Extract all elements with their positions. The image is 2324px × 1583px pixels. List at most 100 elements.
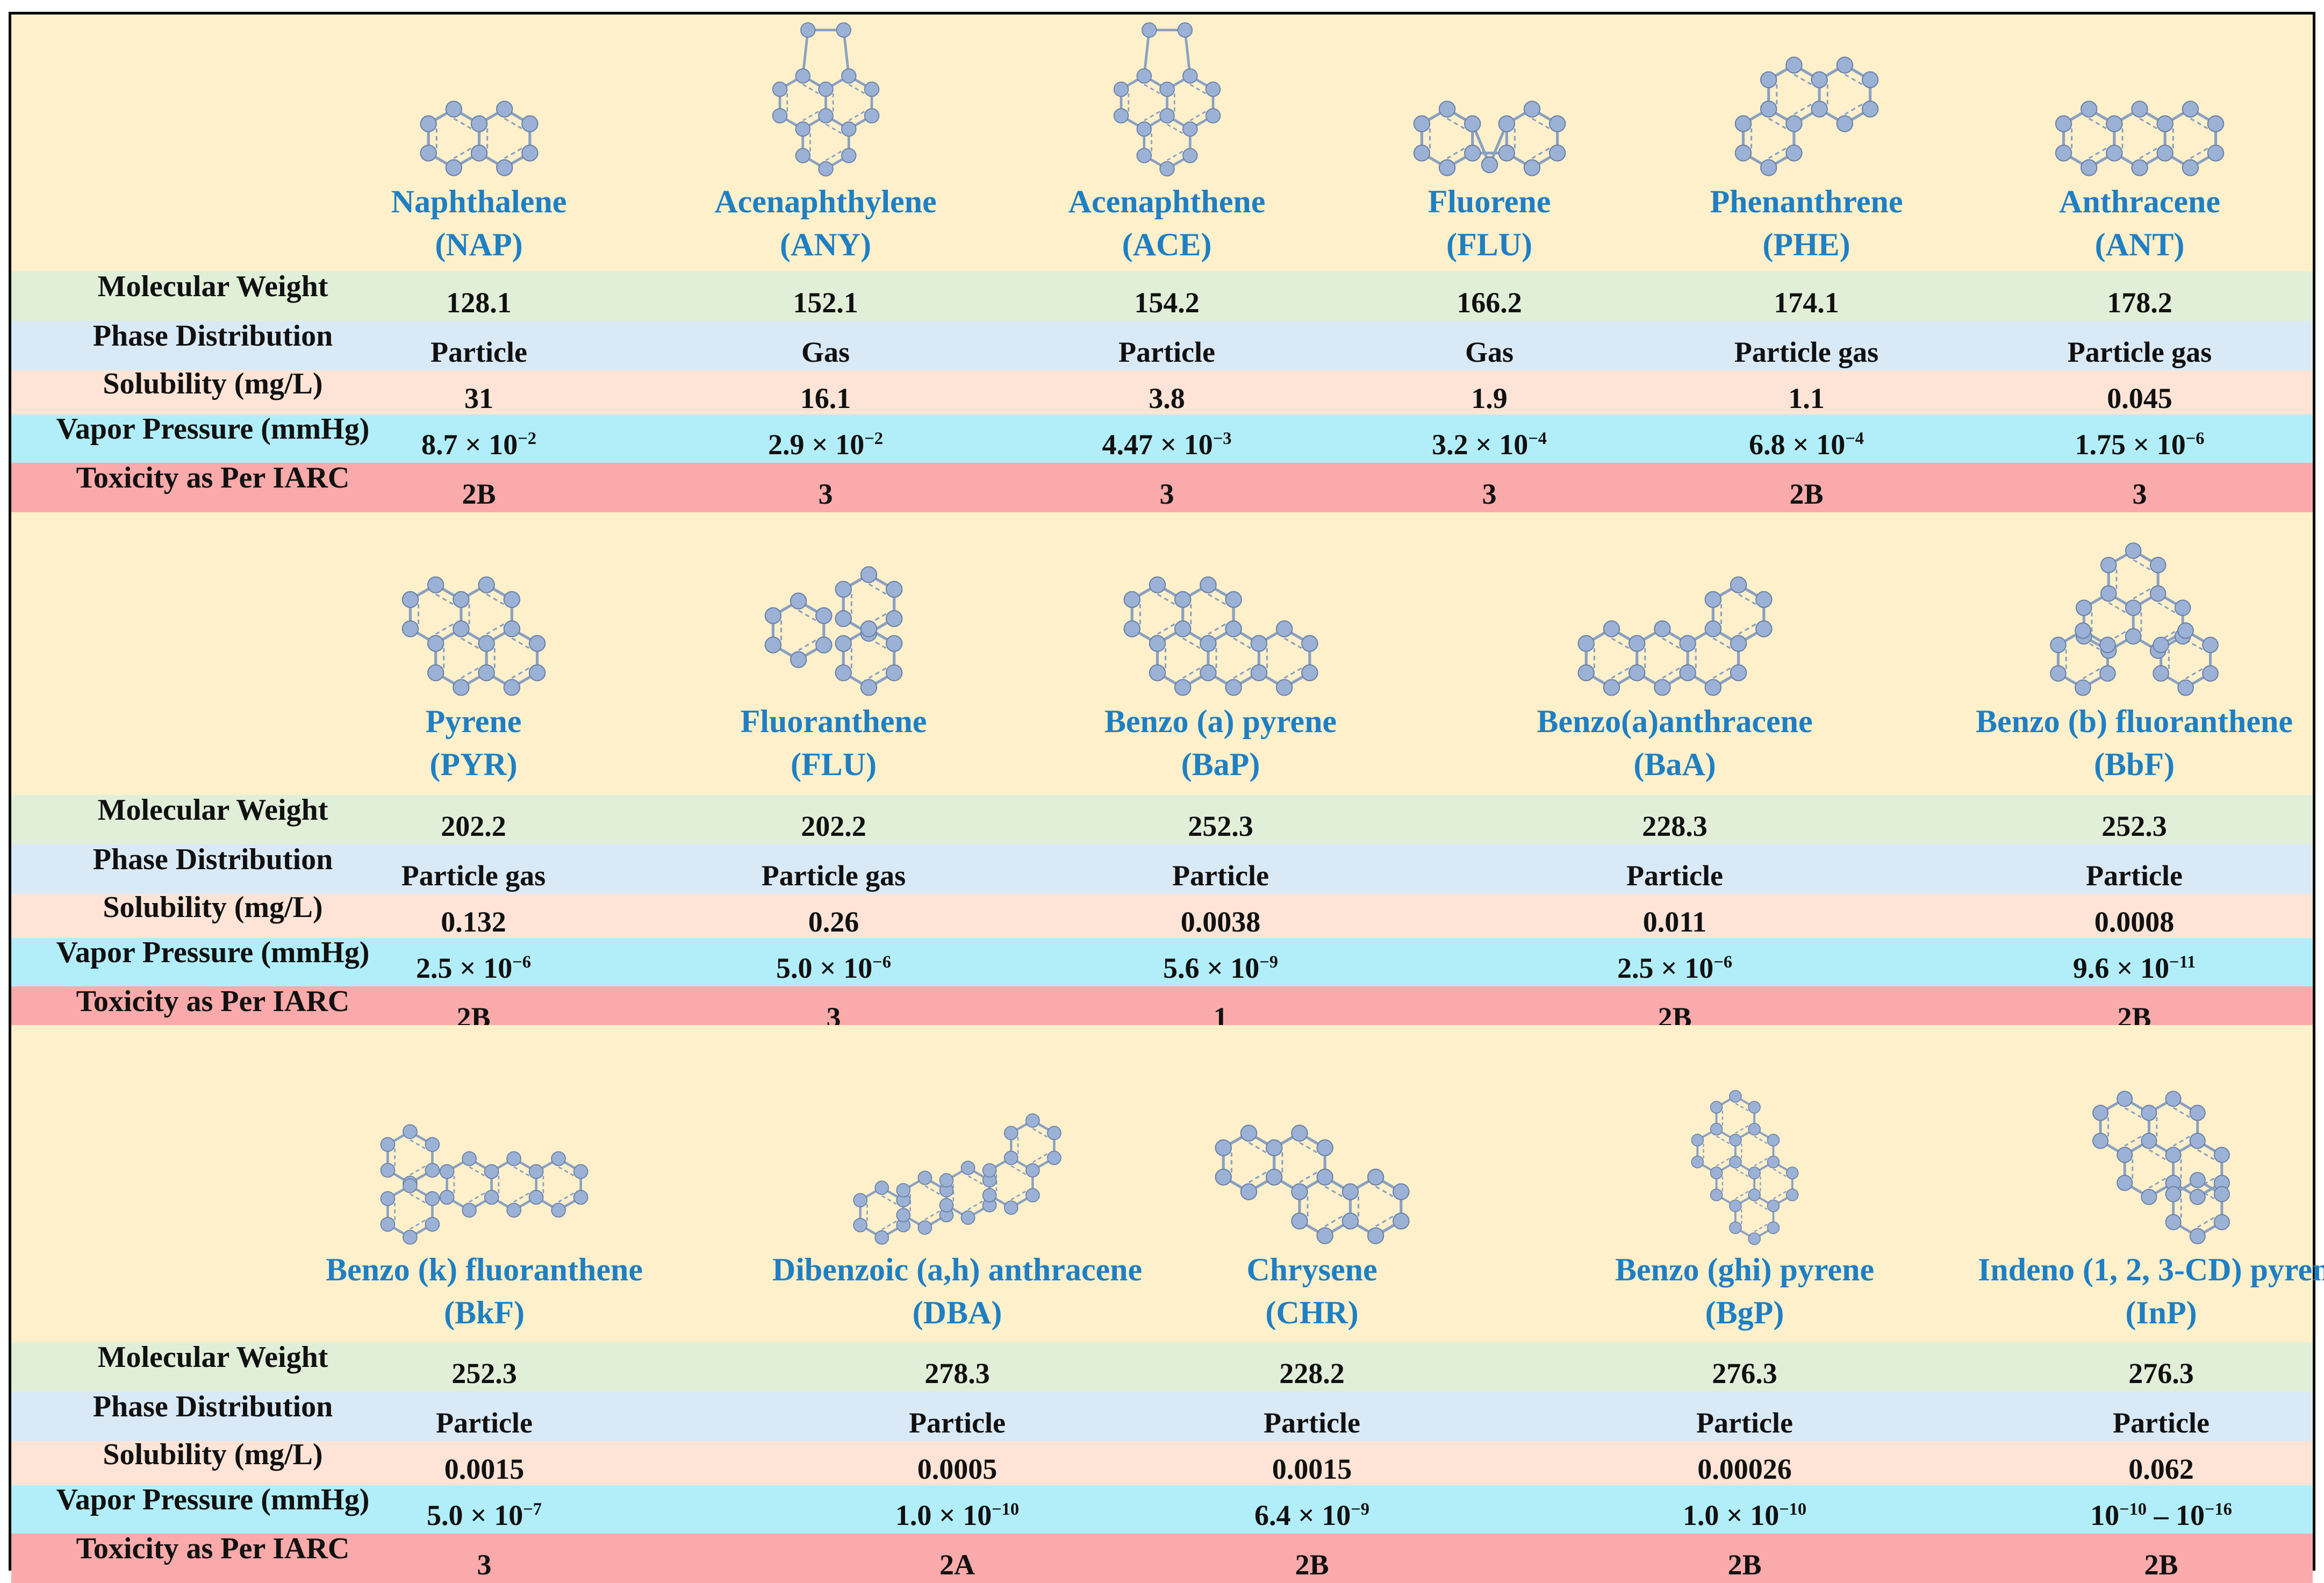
carbon-atom (477, 576, 495, 593)
molecular-structure (1690, 1090, 1799, 1245)
vapor-pressure-mantissa: 5.0 × 10 (776, 952, 873, 984)
vapor-pressure-value: 9.6 × 10−11 (2073, 952, 2196, 984)
aromatic-bond (410, 1165, 426, 1176)
vapor-pressure-value: 10−10 – 10−16 (2090, 1499, 2232, 1531)
aromatic-bond (558, 1192, 575, 1203)
toxicity-value: 2B (1295, 1548, 1329, 1581)
aromatic-bond (1010, 1191, 1027, 1201)
aromatic-bond (2088, 147, 2107, 159)
aromatic-bond (1032, 1153, 1048, 1163)
molecular-weight-row: Molecular Weight 128.1 152.1 154.2 166.2 174.… (11, 271, 2313, 321)
carbon-atom (1603, 620, 1620, 638)
carbon-atom (2125, 599, 2142, 617)
carbon-atom (1785, 56, 1803, 74)
solubility-value: 0.26 (808, 905, 859, 938)
bond (801, 30, 809, 76)
molecular-weight-value: 128.1 (446, 286, 512, 319)
carbon-atom (477, 664, 495, 682)
molecular-weight-row: Molecular Weight 252.3 278.3 228.2 276.3 276.… (11, 1342, 2313, 1392)
carbon-atom (1367, 1227, 1384, 1244)
carbon-atom (2189, 1188, 2206, 1205)
solubility-value: 0.0008 (2094, 905, 2175, 938)
carbon-atom (2125, 542, 2142, 559)
carbon-atom (885, 635, 903, 652)
aromatic-bond (1166, 151, 1183, 161)
carbon-atom (528, 635, 546, 652)
carbon-atom (841, 148, 856, 163)
aromatic-bond (1844, 74, 1862, 85)
carbon-atom (817, 81, 834, 97)
carbon-atom (1316, 1169, 1333, 1186)
aromatic-bond (435, 623, 454, 635)
carbon-atom (1728, 1199, 1742, 1213)
carbon-atom (2207, 145, 2225, 162)
phase-distribution-value: Particle (909, 1406, 1006, 1439)
carbon-atom (1224, 679, 1242, 696)
carbon-atom (795, 121, 810, 137)
aromatic-bond (1734, 1125, 1748, 1134)
carbon-atom (896, 1183, 911, 1198)
solubility-label: Solubility (mg/L) (103, 891, 323, 924)
carbon-atom (1760, 71, 1777, 89)
aromatic-bond (410, 1139, 426, 1150)
vapor-pressure-value: 1.75 × 10−6 (2075, 428, 2205, 461)
carbon-atom (1214, 1139, 1232, 1157)
carbon-atom (1747, 1188, 1761, 1201)
carbon-atom (982, 1188, 997, 1202)
carbon-atom (2189, 1228, 2206, 1244)
aromatic-bond (504, 118, 522, 130)
solubility-value: 0.0015 (444, 1452, 525, 1485)
carbon-atom (853, 1193, 867, 1208)
molecular-weight-value: 252.3 (451, 1357, 517, 1389)
carbon-atom (772, 108, 787, 124)
aromatic-bond (1299, 1171, 1317, 1184)
carbon-atom (2165, 1186, 2182, 1202)
carbon-atom (1523, 159, 1540, 176)
aromatic-bond (1143, 111, 1160, 121)
phase-distribution-row: Phase Distribution Particle gas Particle g… (11, 844, 2313, 894)
carbon-atom (528, 1190, 544, 1205)
carbon-atom (1240, 1183, 1257, 1200)
phase-distribution-value: Particle (1696, 1406, 1793, 1439)
compound-abbreviation: (BkF) (444, 1295, 525, 1330)
carbon-atom (1523, 101, 1540, 118)
carbon-atom (1250, 635, 1267, 652)
aromatic-bond (1283, 637, 1302, 649)
vapor-pressure-value: 5.6 × 10−9 (1163, 952, 1278, 984)
carbon-atom (528, 664, 546, 682)
carbon-atom (1767, 1134, 1780, 1147)
aromatic-bond (802, 111, 819, 121)
aromatic-bond (2185, 668, 2203, 679)
carbon-atom (477, 635, 495, 652)
vapor-pressure-value: 4.47 × 10−3 (1102, 428, 1232, 461)
molecular-structure (1113, 22, 1221, 177)
carbon-atom (1710, 1188, 1723, 1201)
compound-card: Benzo (ghi) pyrene (BgP) (1583, 1087, 1906, 1334)
carbon-atom (2050, 636, 2067, 654)
carbon-atom (835, 610, 852, 627)
carbon-atom (885, 664, 903, 682)
aromatic-bond (2148, 1178, 2166, 1189)
carbon-atom (503, 679, 520, 696)
solubility-value: 0.0015 (1272, 1452, 1352, 1485)
carbon-atom (2165, 1147, 2182, 1163)
carbon-atom (1690, 1134, 1704, 1147)
molecular-structure (2050, 542, 2219, 696)
aromatic-bond (1143, 83, 1160, 95)
molecular-weight-value: 202.2 (441, 810, 506, 842)
carbon-atom (496, 159, 513, 176)
molecular-weight-value: 174.1 (1774, 286, 1839, 319)
carbon-atom (860, 679, 878, 696)
aromatic-bond (848, 83, 865, 95)
toxicity-value: 3 (1159, 477, 1174, 510)
carbon-atom (2092, 1133, 2109, 1149)
carbon-atom (1174, 620, 1191, 638)
aromatic-bond (2172, 1107, 2190, 1118)
carbon-atom (1628, 664, 1645, 682)
molecular-structure (419, 101, 539, 176)
carbon-atom (1159, 81, 1175, 97)
molecular-weight-value: 154.2 (1134, 286, 1200, 319)
aromatic-bond (504, 147, 522, 159)
carbon-atom (1438, 101, 1455, 118)
aromatic-bond (1734, 1102, 1748, 1112)
